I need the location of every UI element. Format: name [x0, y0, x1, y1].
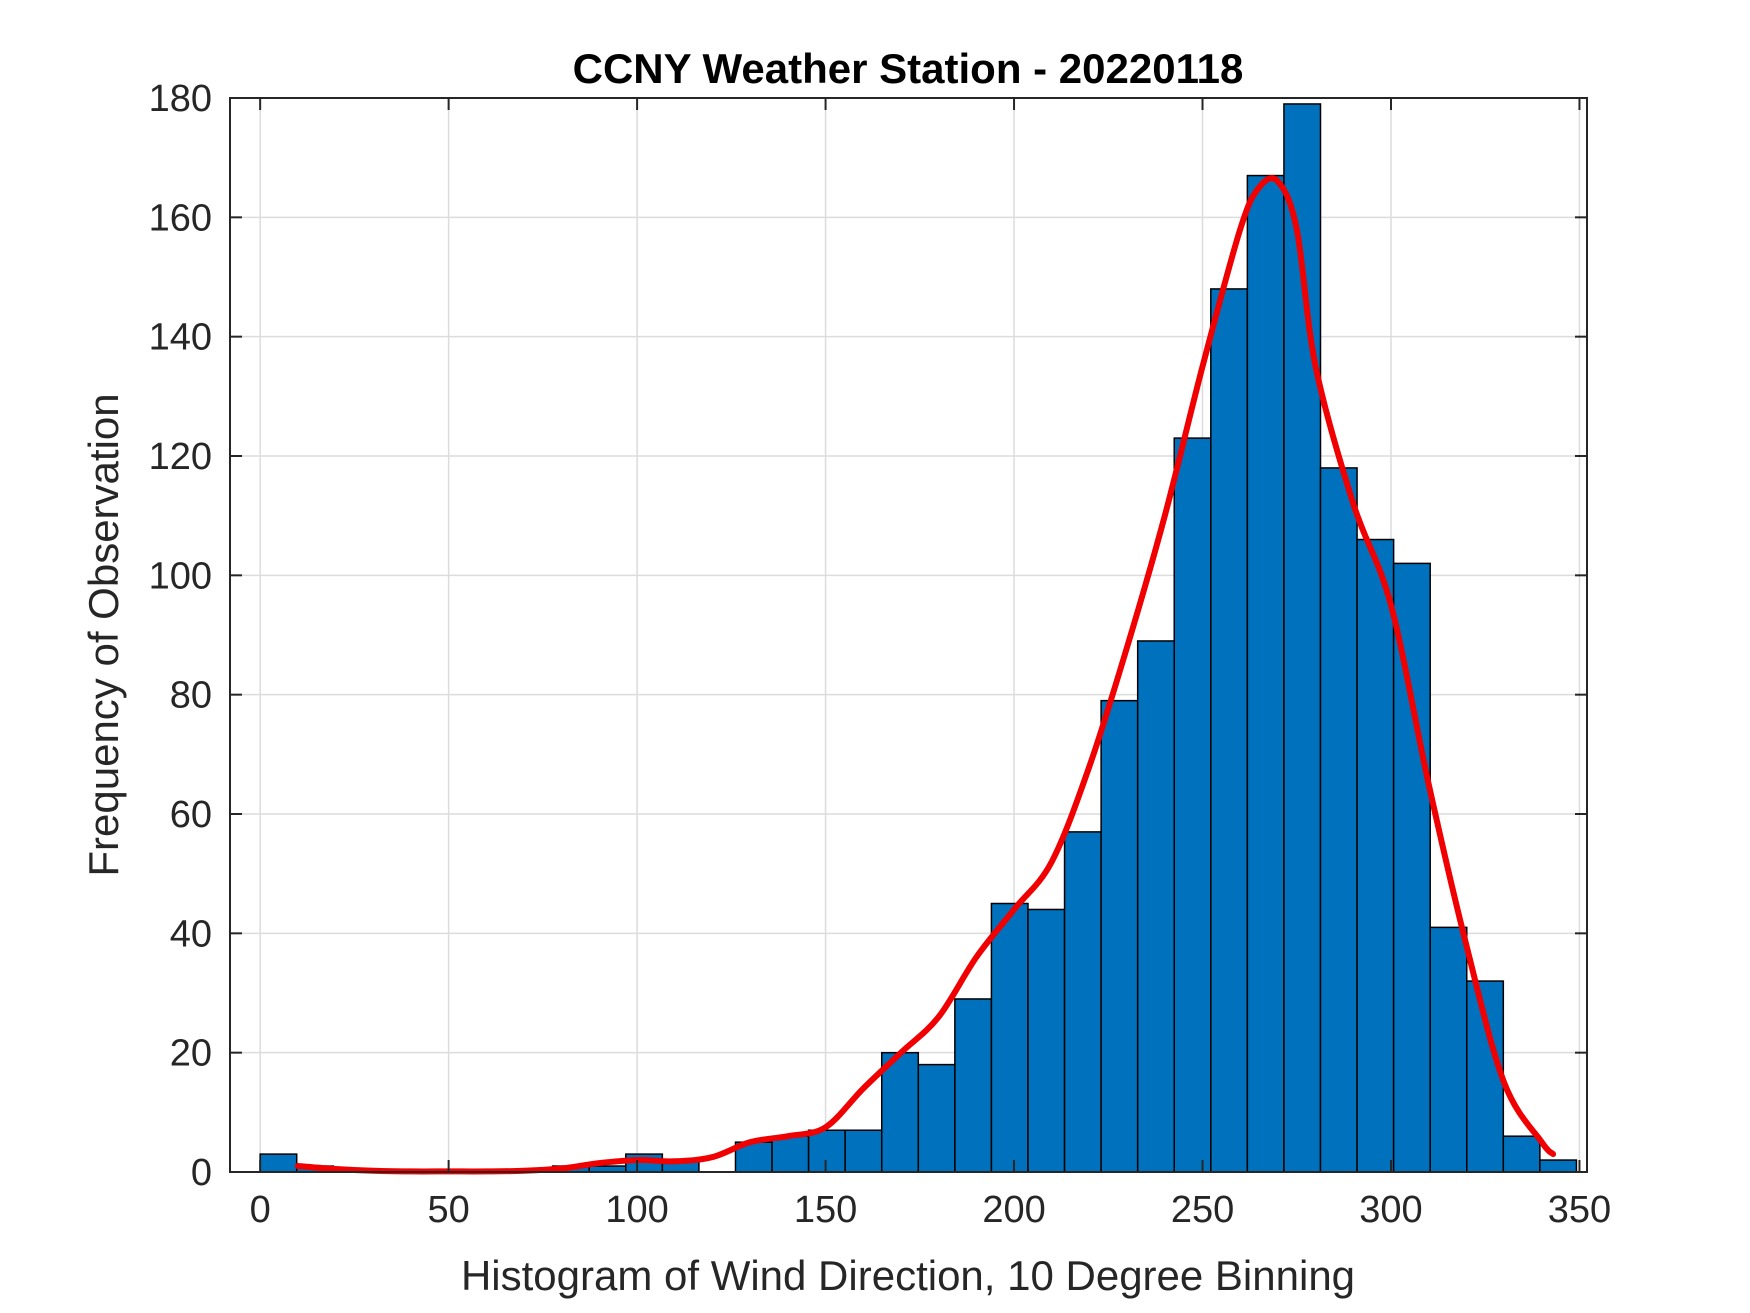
y-tick-label: 180 — [149, 78, 212, 120]
y-tick-label: 140 — [149, 317, 212, 359]
x-tick-label: 0 — [250, 1189, 271, 1231]
histogram-bar — [1392, 562, 1431, 1173]
y-tick-label: 120 — [149, 436, 212, 478]
histogram-bar — [1173, 437, 1212, 1173]
histogram-bar — [1027, 908, 1066, 1173]
y-tick-label: 80 — [170, 675, 212, 717]
x-tick-label: 50 — [427, 1189, 469, 1231]
y-axis-label: Frequency of Observation — [80, 393, 127, 876]
ticks — [230, 97, 1587, 1173]
histogram-bar — [1319, 467, 1358, 1173]
histogram-bar — [1136, 640, 1175, 1173]
fit-curve-layer — [294, 175, 1557, 1175]
histogram-bar — [844, 1129, 883, 1173]
histogram-bar — [1502, 1135, 1541, 1173]
histogram-bar — [990, 902, 1029, 1173]
y-tick-label: 20 — [170, 1033, 212, 1075]
histogram-bar — [1539, 1159, 1578, 1173]
histogram-bar — [954, 998, 993, 1173]
y-tick-label: 40 — [170, 913, 212, 955]
chart-title: CCNY Weather Station - 20220118 — [573, 45, 1244, 92]
fit-curve — [294, 175, 1557, 1175]
y-tick-label: 160 — [149, 197, 212, 239]
histogram-bar — [1356, 538, 1395, 1173]
x-tick-labels: 0 50 100 150 200 250 300 350 — [250, 1189, 1612, 1231]
y-tick-labels: 0 20 40 60 80 100 120 140 160 180 — [149, 78, 212, 1194]
y-tick-label: 60 — [170, 794, 212, 836]
histogram-bar — [1210, 288, 1249, 1173]
histogram-bar — [1246, 174, 1285, 1173]
histogram-bar — [917, 1063, 956, 1173]
bars — [259, 103, 1578, 1173]
x-axis-label: Histogram of Wind Direction, 10 Degree B… — [461, 1252, 1355, 1299]
y-tick-label: 100 — [149, 555, 212, 597]
x-tick-label: 300 — [1359, 1189, 1422, 1231]
histogram-bar — [1429, 926, 1468, 1173]
y-tick-label: 0 — [191, 1152, 212, 1194]
x-tick-label: 250 — [1171, 1189, 1234, 1231]
histogram-bar — [771, 1135, 810, 1173]
histogram-bar — [1100, 699, 1139, 1173]
axes-box — [229, 97, 1588, 1173]
x-tick-label: 350 — [1548, 1189, 1611, 1231]
histogram-bar — [259, 1153, 298, 1173]
x-tick-label: 150 — [794, 1189, 857, 1231]
histogram-bar — [1063, 831, 1102, 1173]
histogram-bar — [807, 1129, 846, 1173]
histogram-bar — [880, 1051, 920, 1173]
x-tick-label: 100 — [605, 1189, 668, 1231]
x-tick-label: 200 — [982, 1189, 1045, 1231]
